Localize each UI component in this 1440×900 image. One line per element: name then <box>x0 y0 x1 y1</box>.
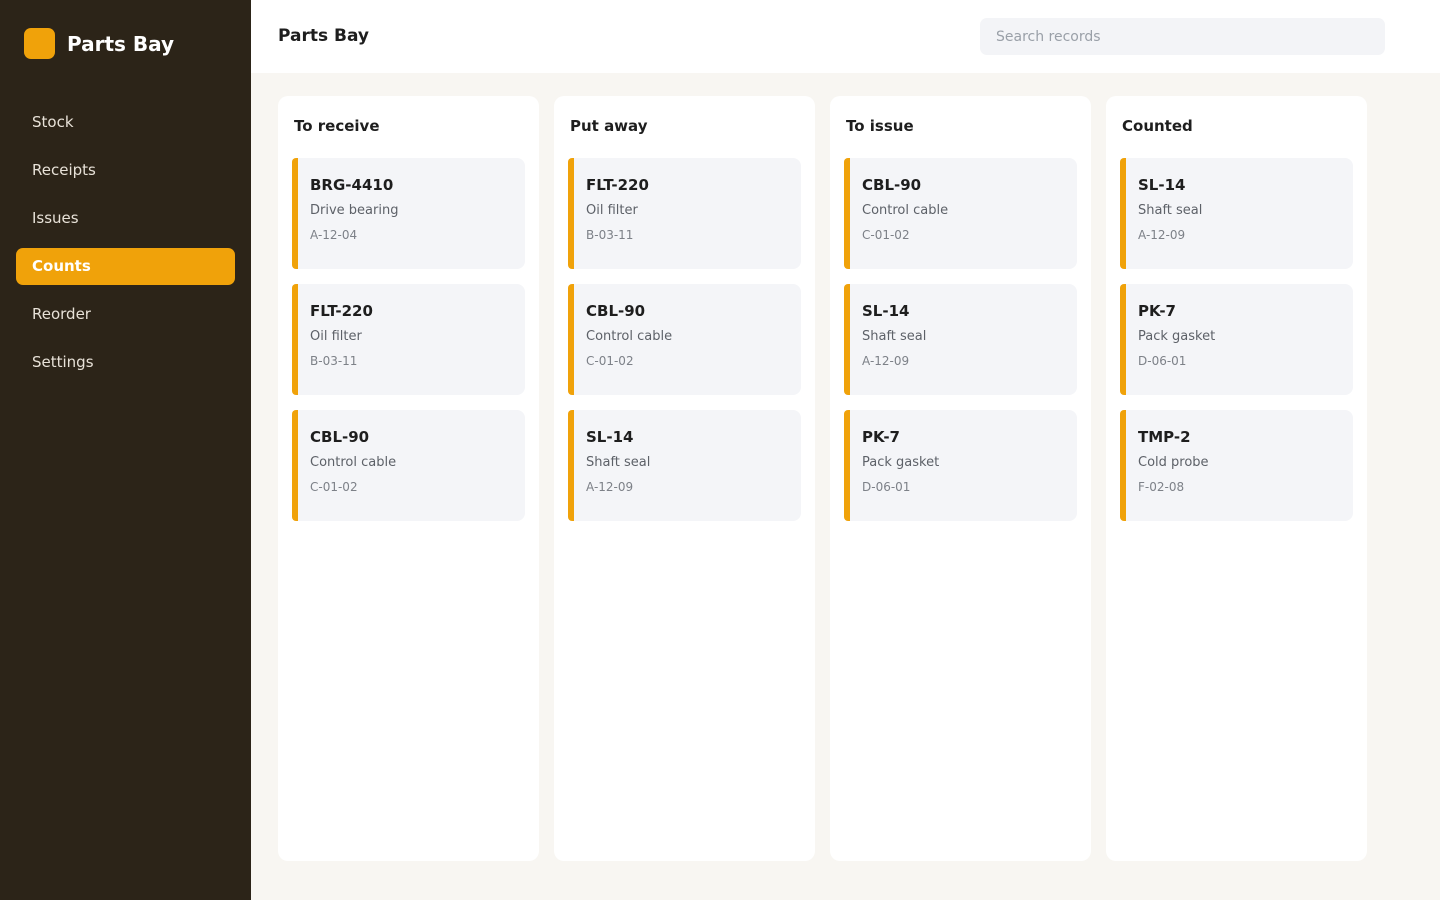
nav-item[interactable]: Counts <box>16 248 235 285</box>
nav: Stock Receipts Issues Counts Reorder Settings <box>16 104 235 392</box>
card-location: B-03-11 <box>586 228 634 242</box>
column-title: Counted <box>1122 117 1193 135</box>
card-name: Pack gasket <box>1138 329 1216 344</box>
logo <box>24 28 55 59</box>
card-code: FLT-220 <box>310 302 373 320</box>
card-name: Shaft seal <box>862 329 927 344</box>
column: To issue CBL-90 Control cable C-01-02 SL-14 S… <box>830 96 1091 861</box>
card-code: PK-7 <box>862 428 900 446</box>
card[interactable]: FLT-220 Oil filter B-03-11 <box>292 284 525 395</box>
card-code: SL-14 <box>1138 176 1186 194</box>
card[interactable]: SL-14 Shaft seal A-12-09 <box>1120 158 1353 269</box>
card[interactable]: CBL-90 Control cable C-01-02 <box>292 410 525 521</box>
column-title: To receive <box>294 117 380 135</box>
card[interactable]: PK-7 Pack gasket D-06-01 <box>1120 284 1353 395</box>
column: Put away FLT-220 Oil filter B-03-11 CBL-90 Co… <box>554 96 815 861</box>
card[interactable]: CBL-90 Control cable C-01-02 <box>844 158 1077 269</box>
card-code: CBL-90 <box>862 176 922 194</box>
card-location: C-01-02 <box>586 354 634 368</box>
nav-item[interactable]: Receipts <box>32 161 96 179</box>
card-name: Drive bearing <box>310 203 399 218</box>
card-code: CBL-90 <box>310 428 370 446</box>
card-location: D-06-01 <box>862 480 911 494</box>
card-location: A-12-09 <box>862 354 910 368</box>
brand: Parts Bay <box>24 28 174 59</box>
card[interactable]: SL-14 Shaft seal A-12-09 <box>844 284 1077 395</box>
card-location: C-01-02 <box>862 228 910 242</box>
page-title: Parts Bay <box>278 26 370 46</box>
nav-item[interactable]: Reorder <box>32 305 91 323</box>
card-name: Shaft seal <box>586 455 651 470</box>
card-location: A-12-04 <box>310 228 358 242</box>
card-code: BRG-4410 <box>310 176 394 194</box>
card[interactable]: SL-14 Shaft seal A-12-09 <box>568 410 801 521</box>
card-location: A-12-09 <box>1138 228 1186 242</box>
card[interactable]: PK-7 Pack gasket D-06-01 <box>844 410 1077 521</box>
card-name: Oil filter <box>310 329 362 344</box>
card-code: TMP-2 <box>1138 428 1191 446</box>
column: Counted SL-14 Shaft seal A-12-09 PK-7 Pack ga… <box>1106 96 1367 861</box>
card-name: Control cable <box>862 203 949 218</box>
nav-item[interactable]: Issues <box>32 209 79 227</box>
card-location: B-03-11 <box>310 354 358 368</box>
card-code: SL-14 <box>586 428 634 446</box>
topbar: Parts Bay <box>251 0 1440 73</box>
card-code: FLT-220 <box>586 176 649 194</box>
card-name: Cold probe <box>1138 455 1209 470</box>
card-name: Shaft seal <box>1138 203 1203 218</box>
column-title: Put away <box>570 117 648 135</box>
card-name: Oil filter <box>586 203 638 218</box>
card-code: PK-7 <box>1138 302 1176 320</box>
card-code: SL-14 <box>862 302 910 320</box>
card-location: C-01-02 <box>310 480 358 494</box>
board: To receive BRG-4410 Drive bearing A-12-04 FL… <box>278 96 1367 861</box>
card-name: Control cable <box>586 329 673 344</box>
card-code: CBL-90 <box>586 302 646 320</box>
card[interactable]: FLT-220 Oil filter B-03-11 <box>568 158 801 269</box>
brand-name: Parts Bay <box>67 31 175 56</box>
card[interactable]: CBL-90 Control cable C-01-02 <box>568 284 801 395</box>
card-name: Control cable <box>310 455 397 470</box>
search-input[interactable] <box>980 18 1385 55</box>
nav-item[interactable]: Stock <box>32 113 74 131</box>
card[interactable]: BRG-4410 Drive bearing A-12-04 <box>292 158 525 269</box>
nav-item[interactable]: Settings <box>32 353 94 371</box>
sidebar: Parts Bay Stock Receipts Issues Counts Reord… <box>0 0 251 900</box>
card-location: A-12-09 <box>586 480 634 494</box>
card-name: Pack gasket <box>862 455 940 470</box>
card-location: F-02-08 <box>1138 480 1185 494</box>
column-title: To issue <box>846 117 914 135</box>
card-location: D-06-01 <box>1138 354 1187 368</box>
card[interactable]: TMP-2 Cold probe F-02-08 <box>1120 410 1353 521</box>
column: To receive BRG-4410 Drive bearing A-12-04 FL… <box>278 96 539 861</box>
